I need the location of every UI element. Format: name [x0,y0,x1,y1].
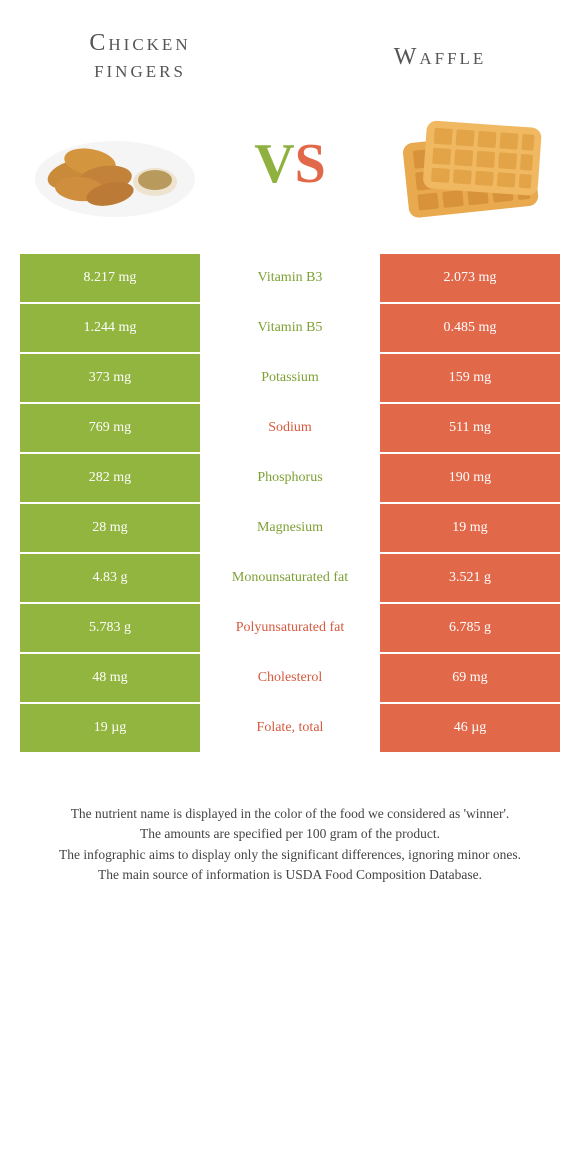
table-row: 1.244 mgVitamin B50.485 mg [20,304,560,352]
nutrient-label-cell: Sodium [200,404,380,452]
vs-v: V [254,133,294,195]
footer-line: The amounts are specified per 100 gram o… [40,824,540,844]
chicken-fingers-image [30,104,200,224]
table-row: 48 mgCholesterol69 mg [20,654,560,702]
nutrient-label-cell: Folate, total [200,704,380,752]
vs-s: S [295,133,326,195]
nutrient-label-cell: Cholesterol [200,654,380,702]
right-value-cell: 3.521 g [380,554,560,602]
left-value-cell: 373 mg [20,354,200,402]
left-value-cell: 48 mg [20,654,200,702]
right-value-cell: 6.785 g [380,604,560,652]
right-value-cell: 0.485 mg [380,304,560,352]
left-value-cell: 19 µg [20,704,200,752]
nutrient-label-cell: Polyunsaturated fat [200,604,380,652]
images-row: VS [0,94,580,254]
footer-line: The main source of information is USDA F… [40,865,540,885]
left-value-cell: 8.217 mg [20,254,200,302]
table-row: 28 mgMagnesium19 mg [20,504,560,552]
right-value-cell: 69 mg [380,654,560,702]
left-value-cell: 4.83 g [20,554,200,602]
right-value-cell: 46 µg [380,704,560,752]
table-row: 769 mgSodium511 mg [20,404,560,452]
nutrient-label-cell: Monounsaturated fat [200,554,380,602]
right-value-cell: 511 mg [380,404,560,452]
table-row: 282 mgPhosphorus190 mg [20,454,560,502]
right-food-title: Waffle [340,44,540,71]
left-value-cell: 282 mg [20,454,200,502]
table-row: 373 mgPotassium159 mg [20,354,560,402]
footer-line: The infographic aims to display only the… [40,845,540,865]
table-row: 8.217 mgVitamin B32.073 mg [20,254,560,302]
nutrient-label-cell: Magnesium [200,504,380,552]
left-value-cell: 5.783 g [20,604,200,652]
left-value-cell: 769 mg [20,404,200,452]
right-value-cell: 2.073 mg [380,254,560,302]
footer-line: The nutrient name is displayed in the co… [40,804,540,824]
comparison-table: 8.217 mgVitamin B32.073 mg1.244 mgVitami… [0,254,580,752]
left-value-cell: 28 mg [20,504,200,552]
left-value-cell: 1.244 mg [20,304,200,352]
nutrient-label-cell: Phosphorus [200,454,380,502]
right-value-cell: 190 mg [380,454,560,502]
header: Chicken fingers Waffle [0,0,580,94]
footer-notes: The nutrient name is displayed in the co… [0,754,580,885]
right-value-cell: 19 mg [380,504,560,552]
nutrient-label-cell: Vitamin B5 [200,304,380,352]
waffle-image [380,104,550,224]
nutrient-label-cell: Potassium [200,354,380,402]
table-row: 4.83 gMonounsaturated fat3.521 g [20,554,560,602]
table-row: 5.783 gPolyunsaturated fat6.785 g [20,604,560,652]
right-value-cell: 159 mg [380,354,560,402]
nutrient-label-cell: Vitamin B3 [200,254,380,302]
vs-label: VS [254,132,326,196]
table-row: 19 µgFolate, total46 µg [20,704,560,752]
left-food-title: Chicken fingers [40,30,240,84]
